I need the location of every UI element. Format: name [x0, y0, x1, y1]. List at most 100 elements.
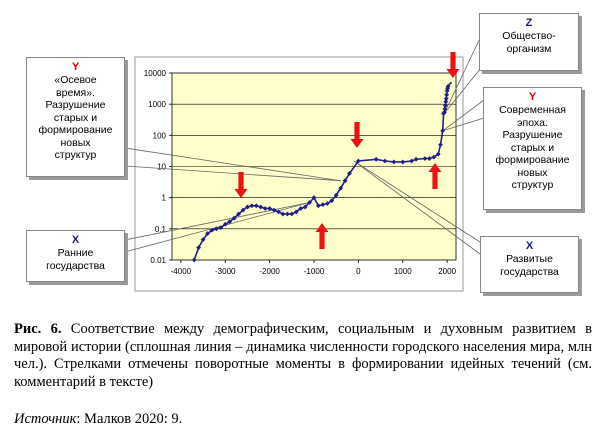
data-point — [438, 142, 443, 148]
data-point — [271, 207, 277, 213]
data-point — [442, 109, 447, 115]
callout-y-axial-age: Y «Осевое время». Разрушение старых и фо… — [26, 57, 125, 177]
data-point — [329, 198, 335, 204]
data-point — [302, 204, 308, 210]
x-tick-label: -1000 — [304, 267, 325, 276]
callout-z: Z Общество- организм — [479, 13, 579, 71]
callout-x-developed-states-tag: X — [525, 240, 534, 252]
data-point — [442, 103, 448, 108]
data-point — [443, 96, 449, 102]
figure-source-label: Источник — [14, 411, 77, 427]
data-point — [445, 84, 451, 89]
red-arrow — [428, 163, 442, 189]
y-tick-label: 1 — [162, 194, 167, 203]
data-point — [267, 206, 273, 211]
callout-x-early-states: X Ранние государства — [26, 230, 125, 282]
figure-label: Рис. 6. — [14, 321, 62, 337]
data-point — [347, 171, 352, 176]
data-point — [289, 211, 295, 217]
data-point — [444, 92, 450, 98]
data-point — [442, 106, 448, 112]
x-tick-label: 0 — [356, 267, 361, 276]
callout-connector — [443, 35, 482, 114]
data-point — [324, 201, 330, 206]
callout-x-developed-states-text: Развитые государства — [500, 253, 559, 278]
callout-connector — [124, 165, 341, 182]
x-tick-label: -2000 — [259, 267, 280, 276]
callout-y-modern-era-text: Современная эпоха. Разрушение старых и ф… — [495, 104, 570, 191]
data-point — [205, 231, 210, 237]
data-point — [276, 209, 281, 215]
data-point — [422, 156, 428, 161]
callout-connector — [443, 67, 482, 114]
y-tick-label: 100 — [153, 131, 167, 140]
data-point — [245, 204, 250, 210]
y-tick-label: 0.01 — [150, 256, 166, 265]
turning-point-arrows — [234, 52, 460, 249]
data-point — [280, 211, 286, 217]
data-point — [338, 185, 344, 191]
data-point — [209, 227, 215, 233]
data-point — [227, 219, 233, 225]
series-markers — [191, 84, 451, 263]
data-point — [311, 195, 317, 201]
callout-z-text: Общество- организм — [502, 30, 556, 55]
red-arrow — [234, 172, 248, 198]
data-point — [391, 159, 397, 165]
data-point — [284, 211, 290, 217]
data-point — [213, 226, 219, 232]
figure: 0.01 0.1 1 10 100 1000 10000 -4000 -3000 -2000 -10… — [26, 13, 582, 293]
data-point — [307, 200, 312, 205]
data-point — [444, 88, 450, 94]
data-point — [320, 202, 326, 207]
data-point — [435, 151, 441, 157]
callout-x-early-states-tag: X — [71, 234, 80, 246]
callout-connector — [124, 147, 341, 182]
data-point — [440, 128, 446, 134]
red-arrow — [350, 122, 364, 148]
data-point — [443, 99, 449, 105]
red-arrow — [446, 52, 460, 78]
data-point — [342, 178, 348, 184]
figure-caption: Рис. 6. Соответствие между демографическ… — [14, 321, 592, 391]
data-point — [222, 221, 228, 227]
callout-z-tag: Z — [525, 17, 533, 29]
y-tick-label: 10000 — [144, 69, 167, 78]
data-point — [333, 192, 339, 198]
x-tick-label: -4000 — [171, 267, 192, 276]
data-point — [355, 158, 361, 164]
callout-connector — [442, 117, 485, 132]
x-tick-label: 1000 — [394, 267, 412, 276]
data-point — [196, 245, 202, 250]
callout-connector — [353, 160, 481, 243]
red-arrow — [315, 223, 329, 249]
data-point — [191, 257, 197, 263]
y-tick-label: 10 — [157, 163, 166, 172]
figure-source-text: : Малков 2020: 9. — [76, 411, 183, 427]
callout-x-developed-states: X Развитые государства — [480, 236, 579, 293]
data-point — [258, 204, 264, 210]
y-tick-label: 0.1 — [155, 225, 167, 234]
data-point — [293, 209, 299, 215]
callout-y-axial-age-text: «Осевое время». Разрушение старых и форм… — [38, 74, 113, 161]
callout-y-modern-era: Y Современная эпоха. Разрушение старых и… — [483, 87, 582, 210]
callout-connector — [353, 160, 481, 255]
callout-x-early-states-text: Ранние государства — [46, 247, 105, 272]
data-point — [426, 156, 432, 161]
data-point — [316, 203, 321, 209]
data-point — [409, 158, 415, 164]
data-point — [218, 225, 224, 230]
data-point — [253, 203, 259, 209]
callout-y-axial-age-tag: Y — [71, 61, 80, 73]
data-point — [413, 156, 419, 162]
data-point — [298, 206, 304, 211]
x-tick-label: -3000 — [215, 267, 236, 276]
data-point — [373, 156, 379, 162]
data-point — [382, 158, 388, 164]
data-point — [240, 207, 246, 213]
data-point — [236, 211, 241, 217]
y-tick-label: 1000 — [148, 100, 166, 109]
callout-connectors — [124, 35, 485, 255]
